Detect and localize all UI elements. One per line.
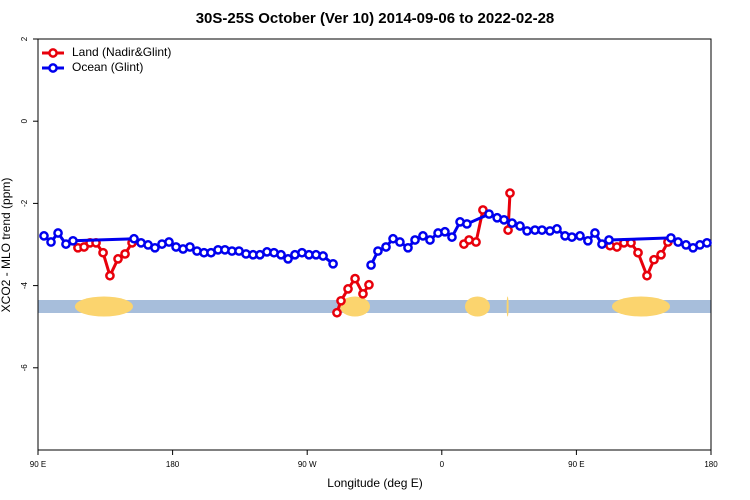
data-point — [552, 224, 562, 234]
land-segment — [506, 296, 509, 317]
data-point — [105, 270, 115, 281]
data-point — [150, 242, 160, 253]
data-point — [46, 237, 56, 247]
data-point — [567, 232, 577, 242]
x-tick-label: 180 — [704, 460, 718, 469]
data-point — [633, 247, 643, 258]
data-point — [612, 242, 622, 252]
data-point — [410, 235, 420, 245]
land-segment — [339, 296, 371, 317]
data-point — [336, 295, 346, 306]
chart-title: 30S-25S October (Ver 10) 2014-09-06 to 2… — [196, 10, 555, 27]
data-point — [471, 237, 481, 247]
data-point — [503, 225, 513, 235]
y-tick-label: -4 — [20, 281, 29, 289]
y-tick-label: -2 — [20, 199, 29, 207]
data-point — [120, 249, 130, 259]
data-point — [537, 225, 547, 235]
data-point — [129, 233, 139, 244]
data-point — [462, 219, 472, 229]
x-tick-label: 90 E — [30, 460, 46, 469]
data-point — [673, 237, 683, 247]
y-axis-label: XCO2 - MLO trend (ppm) — [0, 178, 13, 313]
data-point — [113, 254, 123, 264]
data-point — [604, 235, 614, 245]
x-axis-label: Longitude (deg E) — [327, 476, 422, 490]
data-point — [447, 232, 457, 242]
land-segment — [611, 296, 671, 317]
data-point — [373, 246, 383, 256]
data-point — [515, 221, 525, 231]
legend-marker — [48, 48, 58, 58]
data-point — [590, 228, 600, 238]
data-point — [507, 218, 517, 228]
data-point — [39, 231, 49, 241]
data-point — [366, 260, 376, 270]
data-point — [364, 279, 374, 290]
data-point — [656, 249, 666, 260]
data-point — [642, 270, 652, 281]
data-point — [522, 226, 532, 236]
data-point — [318, 251, 328, 261]
data-point — [53, 228, 63, 238]
data-point — [702, 238, 712, 248]
y-tick-label: 0 — [20, 118, 29, 123]
data-point — [505, 188, 515, 198]
sea-strip — [38, 300, 711, 313]
data-point — [68, 235, 78, 246]
data-point — [649, 254, 659, 265]
data-point — [484, 209, 494, 219]
data-point — [358, 288, 368, 299]
series-line — [77, 193, 670, 314]
data-point — [164, 237, 174, 247]
x-tick-label: 90 W — [298, 460, 317, 469]
legend-marker — [48, 63, 58, 73]
x-tick-label: 180 — [166, 460, 180, 469]
data-point — [98, 247, 108, 258]
data-point — [440, 226, 450, 237]
legend-label: Ocean (Glint) — [72, 60, 143, 74]
y-tick-label: 2 — [20, 36, 29, 41]
data-point — [575, 231, 585, 241]
x-tick-label: 90 E — [568, 460, 584, 469]
data-point — [283, 254, 293, 264]
data-point — [395, 237, 405, 247]
data-point — [343, 284, 353, 294]
data-point — [350, 273, 360, 284]
legend-label: Land (Nadir&Glint) — [72, 45, 171, 59]
data-point — [666, 233, 676, 243]
data-point — [185, 242, 195, 252]
x-tick-label: 0 — [440, 460, 445, 469]
data-point — [381, 242, 391, 252]
data-point — [276, 249, 286, 260]
data-point — [332, 307, 342, 318]
data-point — [597, 239, 607, 249]
data-point — [403, 242, 413, 253]
data-point — [418, 231, 428, 241]
land-segment — [74, 296, 133, 317]
y-tick-label: -6 — [20, 364, 29, 372]
data-point — [583, 235, 593, 246]
data-point — [499, 214, 509, 225]
land-segment — [464, 296, 490, 317]
data-point — [425, 235, 435, 245]
data-point — [328, 258, 338, 269]
